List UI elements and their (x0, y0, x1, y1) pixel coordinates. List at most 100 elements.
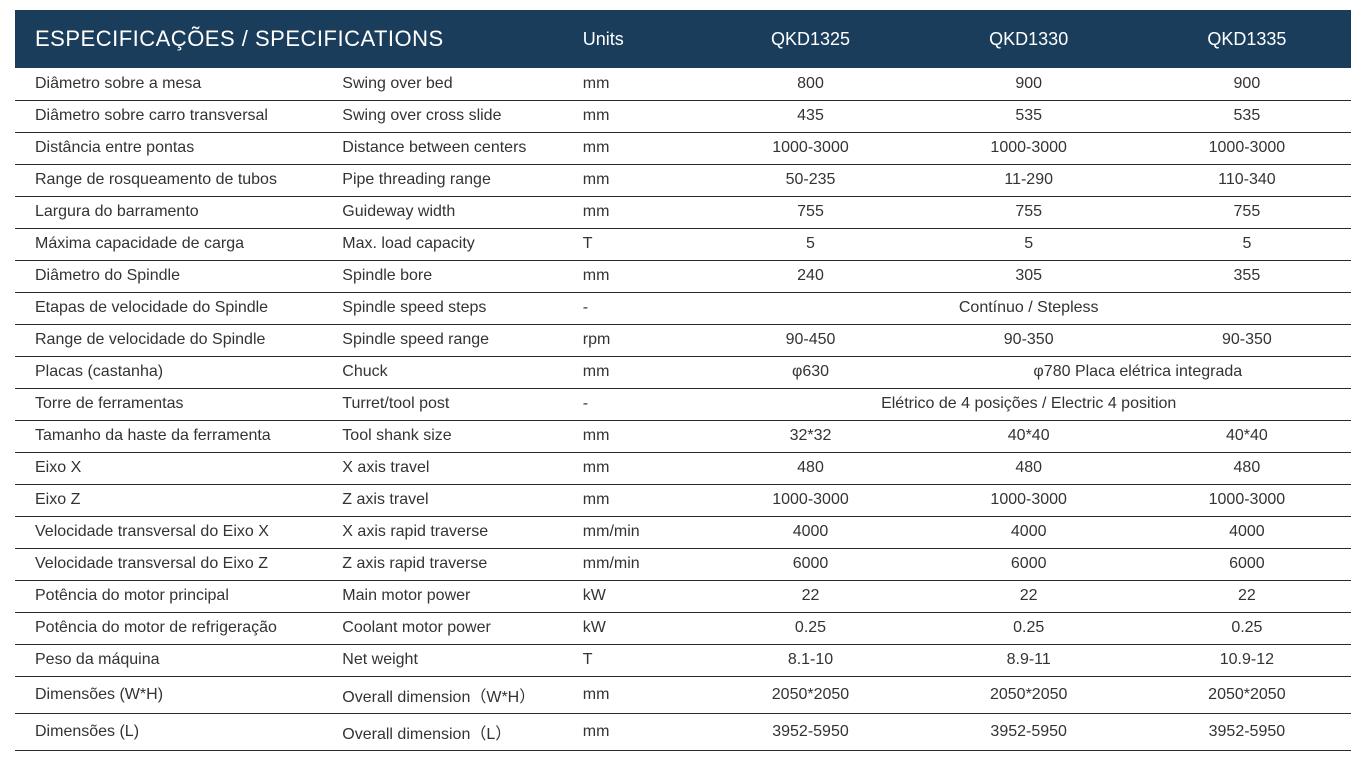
spec-value: 6000 (1133, 548, 1351, 580)
spec-value: 90-350 (1133, 324, 1351, 356)
table-row: Distância entre pontasDistance between c… (15, 132, 1351, 164)
spec-label-en: Overall dimension（W*H） (322, 676, 563, 713)
spec-label-en: Guideway width (322, 196, 563, 228)
table-row: Potência do motor de refrigeraçãoCoolant… (15, 612, 1351, 644)
spec-label-pt: Dimensões (W*H) (15, 676, 322, 713)
spec-value: 4000 (1133, 516, 1351, 548)
spec-label-pt: Distância entre pontas (15, 132, 322, 164)
spec-label-en: Z axis rapid traverse (322, 548, 563, 580)
spec-unit: rpm (563, 324, 697, 356)
spec-label-en: Swing over bed (322, 68, 563, 100)
spec-label-en: Overall dimension（L） (322, 713, 563, 750)
spec-unit: - (563, 292, 697, 324)
spec-label-pt: Largura do barramento (15, 196, 322, 228)
spec-label-en: Distance between centers (322, 132, 563, 164)
spec-value: 8.1-10 (696, 644, 914, 676)
spec-value: 900 (915, 68, 1133, 100)
spec-label-pt: Máxima capacidade de carga (15, 228, 322, 260)
spec-value: 11-290 (915, 164, 1133, 196)
spec-unit: mm (563, 260, 697, 292)
spec-value: 900 (1133, 68, 1351, 100)
spec-label-en: Coolant motor power (322, 612, 563, 644)
spec-value: 1000-3000 (696, 484, 914, 516)
spec-value: 3952-5950 (915, 713, 1133, 750)
table-row: Diâmetro sobre carro transversalSwing ov… (15, 100, 1351, 132)
spec-value: 50-235 (696, 164, 914, 196)
spec-label-pt: Etapas de velocidade do Spindle (15, 292, 322, 324)
spec-value: 800 (696, 68, 914, 100)
spec-value: 2050*2050 (696, 676, 914, 713)
spec-value: 3952-5950 (1133, 713, 1351, 750)
spec-unit: mm (563, 420, 697, 452)
spec-value: 480 (1133, 452, 1351, 484)
spec-label-pt: Peso da máquina (15, 644, 322, 676)
spec-unit: mm (563, 484, 697, 516)
table-row: Placas (castanha)Chuckmmφ630φ780 Placa e… (15, 356, 1351, 388)
table-row: Range de velocidade do SpindleSpindle sp… (15, 324, 1351, 356)
spec-unit: mm (563, 196, 697, 228)
spec-label-pt: Torre de ferramentas (15, 388, 322, 420)
spec-unit: mm (563, 164, 697, 196)
table-row: Largura do barramentoGuideway widthmm755… (15, 196, 1351, 228)
spec-label-pt: Potência do motor de refrigeração (15, 612, 322, 644)
spec-unit: mm (563, 356, 697, 388)
spec-value: 6000 (696, 548, 914, 580)
header-model-0: QKD1325 (696, 10, 914, 68)
spec-value: 110-340 (1133, 164, 1351, 196)
table-row: Velocidade transversal do Eixo XX axis r… (15, 516, 1351, 548)
spec-value: 755 (696, 196, 914, 228)
spec-unit: kW (563, 612, 697, 644)
header-title: ESPECIFICAÇÕES / SPECIFICATIONS (15, 10, 563, 68)
spec-value: 0.25 (915, 612, 1133, 644)
spec-value: 90-450 (696, 324, 914, 356)
spec-value: 32*32 (696, 420, 914, 452)
spec-value: 6000 (915, 548, 1133, 580)
spec-value: 0.25 (1133, 612, 1351, 644)
spec-value: 22 (1133, 580, 1351, 612)
spec-value: 1000-3000 (915, 484, 1133, 516)
header-model-2: QKD1335 (1133, 10, 1351, 68)
spec-value: 4000 (696, 516, 914, 548)
spec-label-pt: Range de velocidade do Spindle (15, 324, 322, 356)
spec-label-pt: Diâmetro do Spindle (15, 260, 322, 292)
spec-label-en: Chuck (322, 356, 563, 388)
spec-value-merged: Elétrico de 4 posições / Electric 4 posi… (696, 388, 1351, 420)
spec-unit: mm (563, 68, 697, 100)
spec-unit: mm (563, 452, 697, 484)
spec-label-pt: Velocidade transversal do Eixo X (15, 516, 322, 548)
spec-value: 8.9-11 (915, 644, 1133, 676)
spec-label-pt: Eixo Z (15, 484, 322, 516)
spec-label-en: Max. load capacity (322, 228, 563, 260)
spec-label-pt: Diâmetro sobre a mesa (15, 68, 322, 100)
spec-label-en: Net weight (322, 644, 563, 676)
spec-value: 1000-3000 (696, 132, 914, 164)
spec-value: 4000 (915, 516, 1133, 548)
spec-unit: mm/min (563, 516, 697, 548)
spec-value: 2050*2050 (1133, 676, 1351, 713)
table-row: Torre de ferramentasTurret/tool post-Elé… (15, 388, 1351, 420)
spec-value: 355 (1133, 260, 1351, 292)
spec-value: φ780 Placa elétrica integrada (915, 356, 1351, 388)
spec-label-pt: Eixo X (15, 452, 322, 484)
spec-unit: - (563, 388, 697, 420)
spec-label-en: X axis travel (322, 452, 563, 484)
table-row: Range de rosqueamento de tubosPipe threa… (15, 164, 1351, 196)
spec-value: 305 (915, 260, 1133, 292)
spec-value: 480 (915, 452, 1133, 484)
spec-unit: mm (563, 132, 697, 164)
spec-value: 40*40 (915, 420, 1133, 452)
header-units-label: Units (563, 10, 697, 68)
spec-value: 22 (915, 580, 1133, 612)
table-row: Diâmetro sobre a mesaSwing over bedmm800… (15, 68, 1351, 100)
spec-label-pt: Placas (castanha) (15, 356, 322, 388)
spec-unit: kW (563, 580, 697, 612)
spec-value: 435 (696, 100, 914, 132)
spec-unit: mm (563, 676, 697, 713)
spec-value: 755 (915, 196, 1133, 228)
spec-label-en: Spindle speed steps (322, 292, 563, 324)
spec-value: 755 (1133, 196, 1351, 228)
spec-label-pt: Velocidade transversal do Eixo Z (15, 548, 322, 580)
spec-label-pt: Potência do motor principal (15, 580, 322, 612)
table-row: Eixo ZZ axis travelmm1000-30001000-30001… (15, 484, 1351, 516)
spec-label-pt: Range de rosqueamento de tubos (15, 164, 322, 196)
